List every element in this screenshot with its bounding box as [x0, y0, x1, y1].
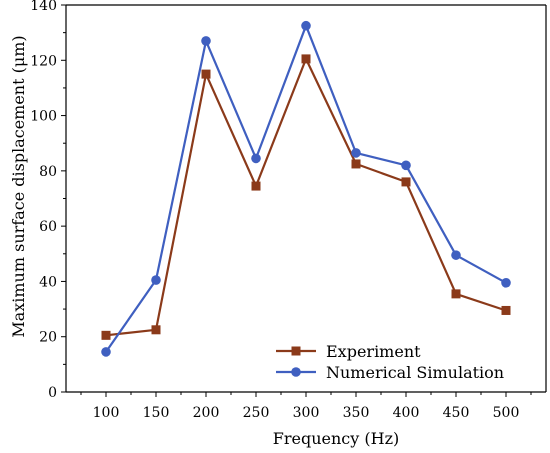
data-point-circle	[451, 250, 461, 260]
legend: Experiment Numerical Simulation	[276, 342, 504, 382]
data-point-circle	[101, 347, 111, 357]
series-group	[101, 20, 511, 357]
data-point-square	[101, 330, 111, 340]
legend-label: Experiment	[326, 342, 421, 361]
data-point-square	[501, 305, 511, 315]
x-tick-label: 300	[293, 405, 320, 421]
y-tick-label: 100	[30, 109, 57, 125]
data-point-circle	[401, 160, 411, 171]
y-tick-label: 60	[39, 219, 57, 235]
data-point-square	[351, 159, 361, 169]
series-line	[105, 24, 507, 353]
data-point-square	[301, 54, 311, 64]
y-tick-label: 20	[39, 330, 57, 346]
x-tick-label: 350	[343, 405, 370, 421]
x-tick-label: 400	[393, 405, 420, 421]
x-tick-label: 100	[93, 405, 120, 421]
data-point-circle	[501, 278, 511, 288]
x-tick-label: 200	[193, 405, 220, 421]
x-tick-label: 250	[243, 405, 270, 421]
series-experiment	[101, 54, 511, 340]
y-tick-label: 0	[48, 385, 57, 401]
axes: 0 20 40 60 80 100 120 140 100 150 200 250 300 350 400 4…	[30, 0, 547, 421]
x-tick-label: 500	[493, 405, 520, 421]
y-tick-label: 120	[30, 53, 57, 69]
legend-marker-circle	[291, 367, 301, 377]
x-tick-label: 450	[443, 405, 470, 421]
y-axis-title: Maximum surface displacement (μm)	[9, 35, 28, 337]
legend-marker-square	[291, 346, 301, 356]
legend-label: Numerical Simulation	[326, 363, 504, 382]
y-tick-label: 80	[39, 164, 57, 180]
data-point-circle	[301, 20, 311, 31]
data-point-circle	[351, 148, 361, 158]
data-point-circle	[251, 153, 261, 164]
data-point-circle	[201, 36, 211, 46]
y-tick-label: 40	[39, 274, 57, 290]
x-axis-title: Frequency (Hz)	[273, 429, 400, 448]
data-point-square	[401, 177, 411, 187]
data-point-circle	[151, 275, 161, 285]
data-point-square	[451, 289, 461, 299]
data-point-square	[151, 325, 161, 335]
data-point-square	[201, 69, 211, 79]
series-numerical-simulation	[101, 20, 511, 357]
y-tick-label: 140	[30, 0, 57, 14]
data-point-square	[251, 181, 261, 191]
x-tick-label: 150	[143, 405, 170, 421]
series-line	[105, 57, 507, 337]
